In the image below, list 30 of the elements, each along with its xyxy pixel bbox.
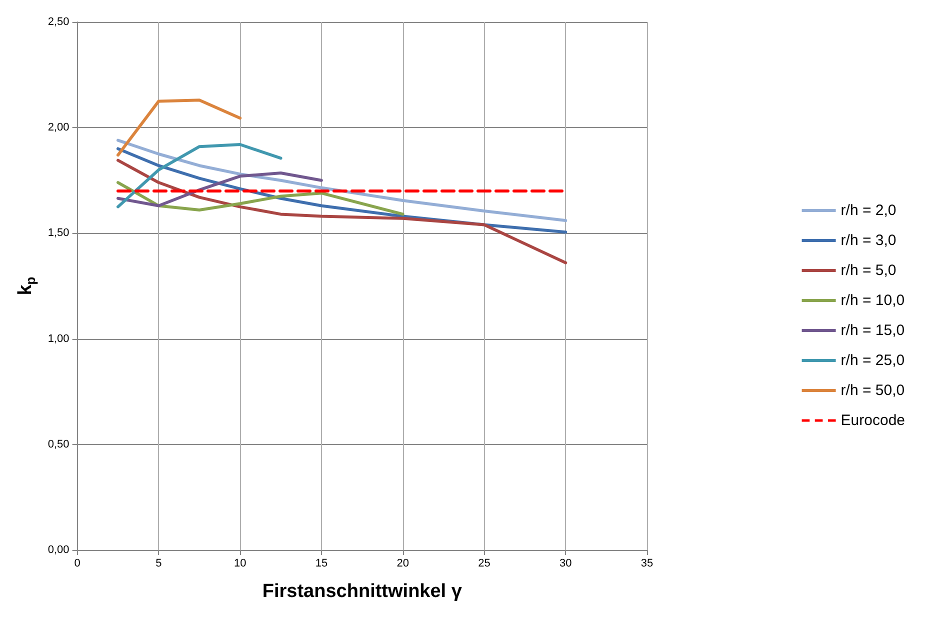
y-axis-title: kp [15, 276, 38, 296]
y-tick-label: 1,00 [48, 332, 70, 345]
legend-label: r/h = 25,0 [840, 352, 905, 369]
line-series [116, 138, 568, 222]
y-tick-label: 0,00 [48, 544, 70, 556]
x-tick-label: 25 [478, 558, 490, 570]
legend-label: r/h = 5,0 [840, 262, 896, 279]
y-tick-label: 0,50 [48, 438, 70, 450]
line-series [116, 142, 282, 208]
x-tick-label: 0 [74, 558, 80, 570]
legend-label: r/h = 2,0 [840, 202, 896, 219]
y-tick-label: 1,50 [48, 227, 70, 240]
x-tick-label: 30 [559, 558, 572, 570]
legend-label: r/h = 3,0 [840, 232, 896, 249]
x-tick-label: 10 [234, 558, 246, 570]
legend-label: r/h = 10,0 [840, 292, 905, 309]
line-series [116, 172, 323, 208]
x-tick-label: 15 [315, 558, 328, 570]
x-tick-label: 5 [156, 558, 162, 570]
legend-label: Eurocode [840, 412, 906, 429]
line-series [116, 158, 568, 264]
x-tick-label: 35 [640, 558, 654, 570]
x-tick-label: 20 [396, 558, 409, 570]
legend-label: r/h = 15,0 [840, 322, 905, 339]
legend-label: r/h = 50,0 [840, 382, 905, 399]
line-series [116, 181, 404, 216]
y-tick-label: 2,50 [48, 16, 70, 28]
x-axis-title: Firstanschnittwinkel γ [262, 581, 462, 602]
y-tick-label: 2,00 [48, 122, 70, 134]
line-series [116, 98, 242, 157]
